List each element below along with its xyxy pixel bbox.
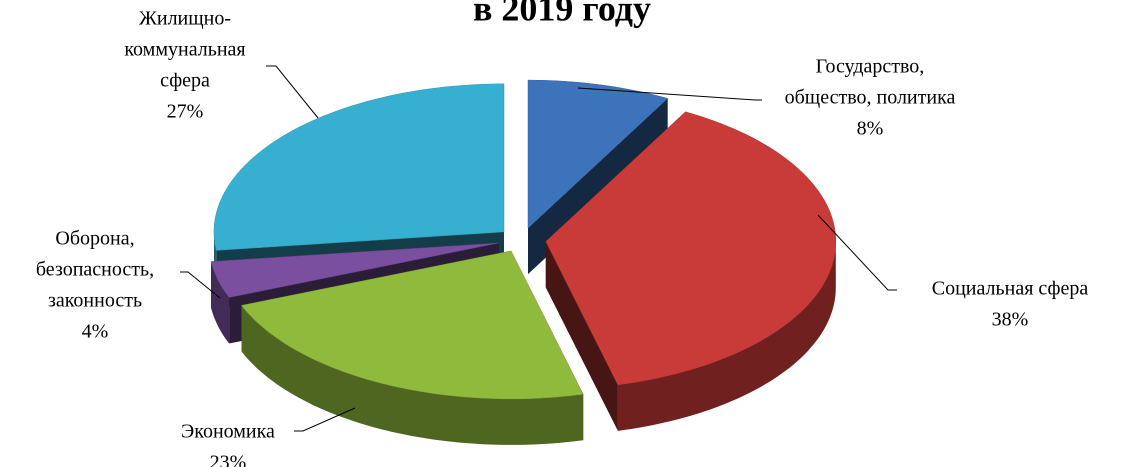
leader-line: [266, 65, 319, 119]
value-label: 27%: [167, 101, 204, 123]
leader-line: [817, 214, 897, 291]
slice-wall: [241, 305, 584, 445]
slice-wall: [211, 261, 230, 344]
slice: [527, 79, 669, 229]
slice-side: [545, 241, 618, 431]
slice-label: коммунальная: [124, 39, 245, 61]
slice: [241, 250, 584, 400]
leader-line: [180, 271, 221, 299]
value-label: 8%: [857, 118, 884, 140]
value-label: 38%: [992, 309, 1029, 331]
slice-wall: [617, 241, 836, 431]
value-label: 4%: [82, 321, 109, 343]
slice: [213, 83, 505, 251]
value-label: 23%: [210, 452, 247, 467]
slice: [545, 111, 837, 386]
slice-label: безопасность,: [36, 259, 154, 281]
chart-title: в 2019 году: [473, 0, 651, 28]
slice-label: Государство,: [816, 56, 925, 78]
leader-line: [577, 87, 762, 101]
slice-label: Социальная сфера: [932, 278, 1089, 300]
slice-label: Экономика: [181, 421, 275, 443]
slice-label: законность: [48, 290, 142, 312]
slice-label: Жилищно-: [139, 8, 231, 30]
slice-label: Оборона,: [55, 228, 134, 250]
slice-label: сфера: [160, 70, 210, 92]
slice: [210, 242, 499, 298]
leader-line: [294, 407, 356, 432]
slice-label: общество, политика: [785, 87, 956, 109]
